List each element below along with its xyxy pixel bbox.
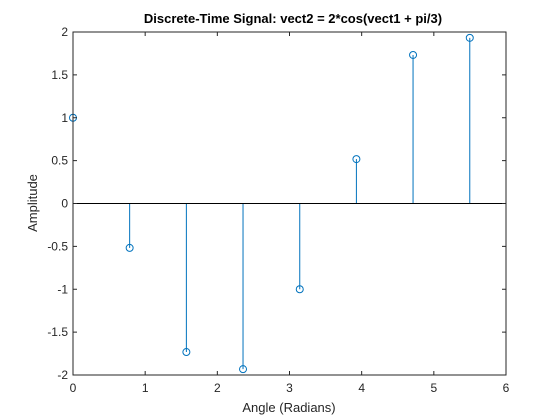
x-tick-label-3: 3 — [286, 381, 293, 395]
y-tick-label-7: 1.5 — [51, 68, 68, 82]
stem-marker-2 — [182, 348, 191, 357]
y-axis-label: Amplitude — [25, 174, 40, 232]
x-axis: 0 1 2 3 4 5 6 — [70, 32, 510, 395]
y-tick-label-4: 0 — [61, 197, 68, 211]
y-tick-label-8: 2 — [61, 25, 68, 39]
chart-title: Discrete-Time Signal: vect2 = 2*cos(vect… — [144, 11, 442, 26]
y-tick-label-6: 1 — [61, 111, 68, 125]
x-tick-label-5: 5 — [430, 381, 437, 395]
y-tick-label-1: -1.5 — [47, 325, 68, 339]
stem-marker-5 — [352, 155, 361, 164]
x-tick-label-4: 4 — [358, 381, 365, 395]
x-tick-label-6: 6 — [503, 381, 510, 395]
y-tick-label-5: 0.5 — [51, 154, 68, 168]
stem-marker-3 — [239, 365, 248, 374]
stem-marker-4 — [295, 285, 304, 294]
x-tick-label-1: 1 — [142, 381, 149, 395]
x-tick-label-2: 2 — [214, 381, 221, 395]
stem-marker-7 — [465, 33, 474, 42]
y-axis: -2 -1.5 -1 -0.5 0 0.5 1 1.5 2 — [47, 25, 506, 382]
y-tick-label-2: -1 — [57, 282, 68, 296]
x-axis-label: Angle (Radians) — [242, 400, 335, 415]
stem-marker-6 — [409, 50, 418, 59]
stem-marker-1 — [125, 243, 134, 252]
y-tick-label-0: -2 — [57, 368, 68, 382]
x-tick-label-0: 0 — [70, 381, 77, 395]
y-tick-label-3: -0.5 — [47, 239, 68, 253]
